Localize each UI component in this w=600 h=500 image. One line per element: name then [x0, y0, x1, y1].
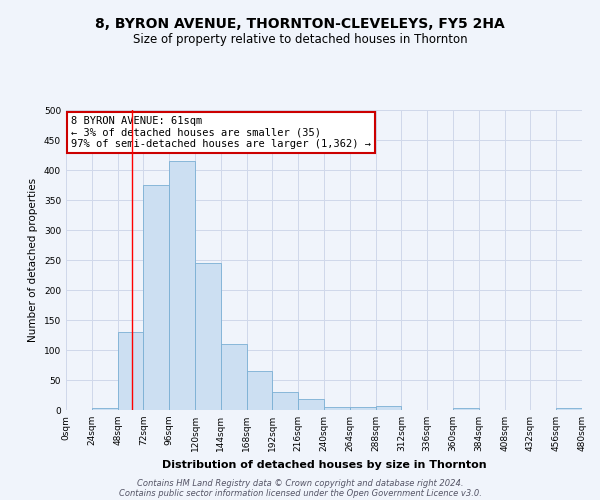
Text: 8 BYRON AVENUE: 61sqm
← 3% of detached houses are smaller (35)
97% of semi-detac: 8 BYRON AVENUE: 61sqm ← 3% of detached h…	[71, 116, 371, 149]
Bar	[92, 408, 118, 410]
X-axis label: Distribution of detached houses by size in Thornton: Distribution of detached houses by size …	[161, 460, 487, 469]
Bar	[118, 332, 143, 410]
Text: 8, BYRON AVENUE, THORNTON-CLEVELEYS, FY5 2HA: 8, BYRON AVENUE, THORNTON-CLEVELEYS, FY5…	[95, 18, 505, 32]
Bar	[221, 344, 247, 410]
Bar	[453, 408, 479, 410]
Bar	[556, 408, 582, 410]
Bar	[247, 371, 272, 410]
Text: Contains HM Land Registry data © Crown copyright and database right 2024.: Contains HM Land Registry data © Crown c…	[137, 478, 463, 488]
Bar	[298, 399, 324, 410]
Bar	[324, 407, 350, 410]
Bar	[195, 263, 221, 410]
Bar	[169, 161, 195, 410]
Bar	[350, 407, 376, 410]
Bar	[272, 392, 298, 410]
Bar	[143, 185, 169, 410]
Bar	[376, 406, 401, 410]
Text: Contains public sector information licensed under the Open Government Licence v3: Contains public sector information licen…	[119, 488, 481, 498]
Y-axis label: Number of detached properties: Number of detached properties	[28, 178, 38, 342]
Text: Size of property relative to detached houses in Thornton: Size of property relative to detached ho…	[133, 32, 467, 46]
